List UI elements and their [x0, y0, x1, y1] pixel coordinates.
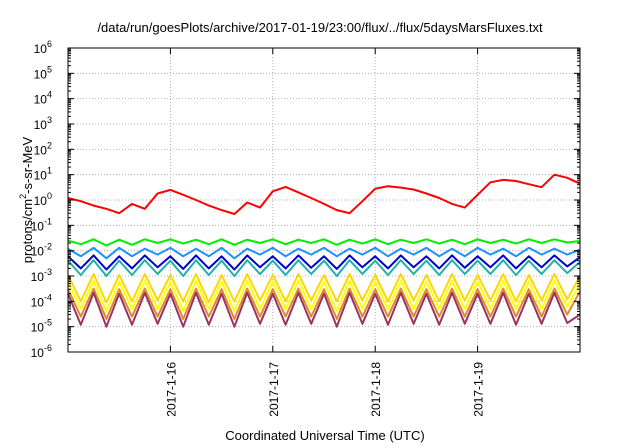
x-axis: 2017-1-16 2017-1-17 2017-1-18 2017-1-19 — [164, 48, 486, 417]
series-line-8 — [67, 287, 581, 320]
y-tick-label: 101 — [34, 166, 52, 183]
y-tick-label: 10-5 — [31, 318, 52, 335]
y-tick-label-base: 10 — [31, 219, 45, 233]
y-tick-label-exp: -4 — [44, 292, 52, 302]
y-tick-label-exp: 3 — [47, 115, 52, 125]
y-tick-label-exp: 6 — [47, 39, 52, 49]
series-line-2 — [67, 238, 581, 247]
y-tick-label-base: 10 — [31, 270, 45, 284]
y-tick-label-exp: 1 — [47, 166, 52, 176]
y-tick-label-exp: -1 — [44, 216, 52, 226]
x-tick-label: 2017-1-18 — [369, 362, 383, 417]
y-tick-label: 10-1 — [31, 216, 52, 233]
y-tick-label: 104 — [34, 90, 52, 107]
y-tick-label-exp: 4 — [47, 90, 52, 100]
y-tick-label-base: 10 — [34, 42, 48, 56]
y-tick-label-exp: 5 — [47, 64, 52, 74]
series-line-4 — [67, 254, 581, 271]
y-tick-label-base: 10 — [34, 143, 48, 157]
series-line-3 — [67, 246, 581, 260]
y-tick-label-base: 10 — [31, 321, 45, 335]
y-tick-label-exp: 2 — [47, 140, 52, 150]
y-tick-label: 10-6 — [31, 343, 52, 360]
x-tick-label: 2017-1-16 — [164, 362, 178, 417]
y-axis-title: protons/cm2-s-sr-MeV — [18, 136, 35, 263]
series-line-9 — [67, 291, 581, 328]
y-tick-label: 100 — [34, 191, 52, 208]
y-axis-title-exp: 2 — [18, 194, 28, 199]
grid — [68, 48, 580, 352]
series-line-5 — [67, 259, 581, 277]
x-tick-label: 2017-1-19 — [472, 362, 486, 417]
y-tick-label-base: 10 — [34, 194, 48, 208]
y-tick-label-exp: -3 — [44, 267, 52, 277]
y-tick-label-exp: -6 — [44, 343, 52, 353]
y-tick-label-base: 10 — [34, 93, 48, 107]
y-tick-label: 103 — [34, 115, 52, 132]
series-line-6 — [67, 273, 581, 304]
y-tick-label-base: 10 — [34, 118, 48, 132]
series-line-7 — [67, 279, 581, 313]
x-tick-label: 2017-1-17 — [267, 362, 281, 417]
y-tick-label-base: 10 — [31, 245, 45, 259]
y-tick-label: 10-3 — [31, 267, 52, 284]
y-tick-label: 10-4 — [31, 292, 52, 309]
y-tick-label: 102 — [34, 140, 52, 157]
y-tick-label: 105 — [34, 64, 52, 81]
y-tick-label-base: 10 — [34, 67, 48, 81]
y-axis: 10-610-510-410-310-210-11001011021031041… — [31, 39, 580, 360]
y-tick-label-exp: 0 — [47, 191, 52, 201]
y-tick-label: 10-2 — [31, 242, 52, 259]
series-layer — [67, 173, 581, 328]
y-tick-label-base: 10 — [31, 346, 45, 360]
y-axis-title-base: protons/cm — [20, 199, 35, 263]
y-axis-title-tail: -s-sr-MeV — [20, 136, 35, 193]
y-tick-label: 106 — [34, 39, 52, 56]
series-line-1 — [67, 173, 581, 215]
y-tick-label-base: 10 — [31, 295, 45, 309]
y-tick-label-exp: -2 — [44, 242, 52, 252]
chart-title: /data/run/goesPlots/archive/2017-01-19/2… — [97, 20, 543, 35]
x-axis-title: Coordinated Universal Time (UTC) — [225, 428, 424, 443]
y-tick-label-base: 10 — [34, 169, 48, 183]
y-tick-label-exp: -5 — [44, 318, 52, 328]
